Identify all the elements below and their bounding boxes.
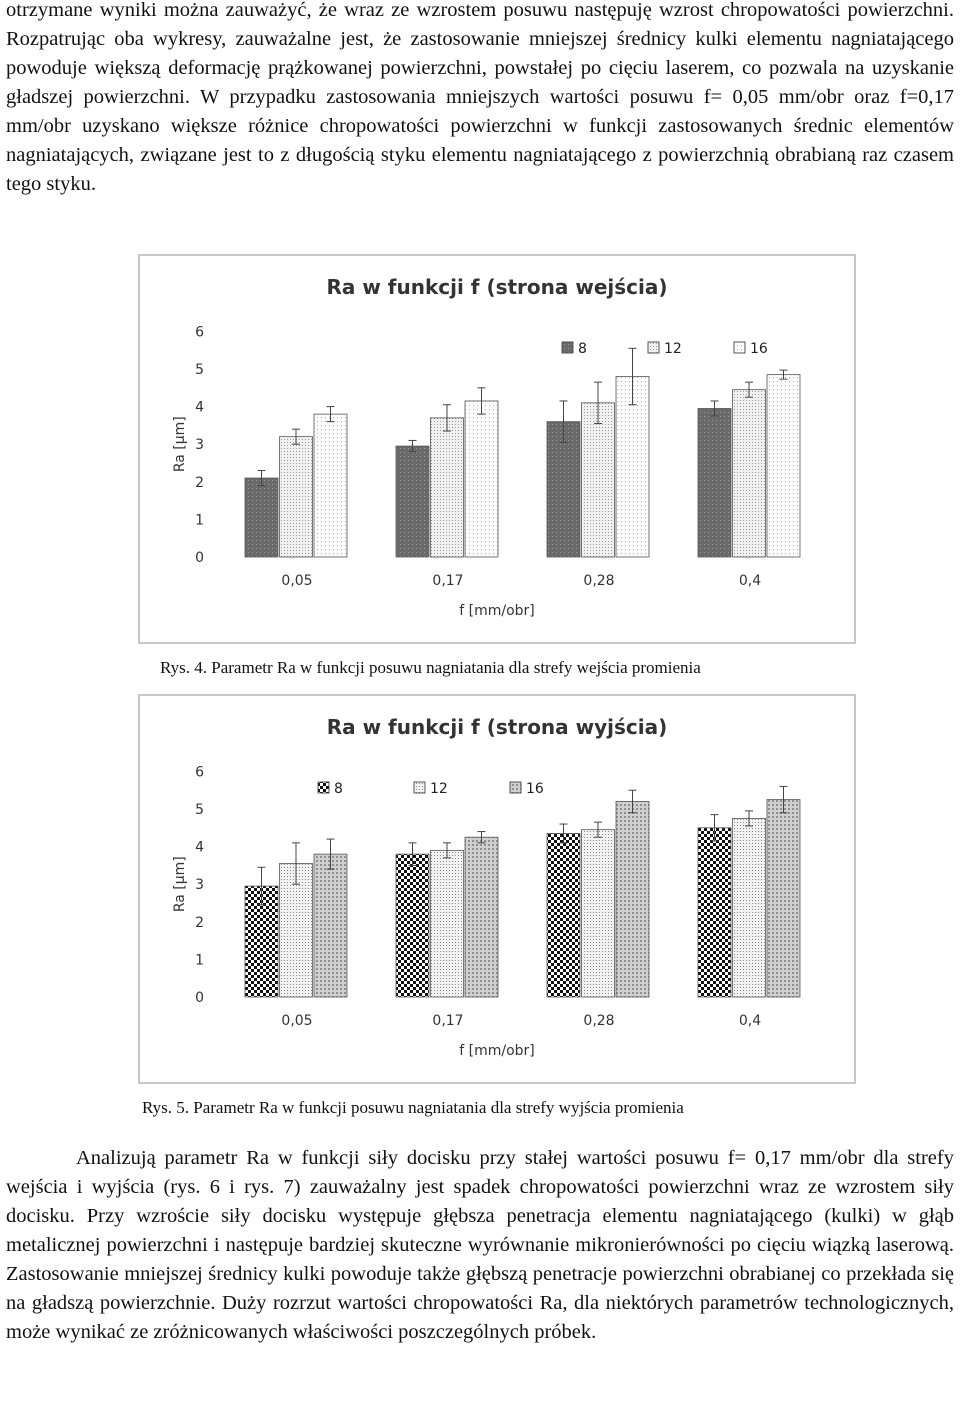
y-axis-label: Ra [µm] — [172, 416, 188, 472]
x-tick-label: 0,05 — [281, 1013, 312, 1029]
y-tick-label: 5 — [195, 362, 204, 378]
paragraph-bottom: Analizują parametr Ra w funkcji siły doc… — [6, 1147, 954, 1343]
y-tick-label: 6 — [195, 324, 204, 340]
bar-series-8 — [546, 833, 581, 998]
bar-series-12 — [279, 436, 313, 558]
legend-swatch-8 — [561, 341, 574, 354]
x-axis-label: f [mm/obr] — [459, 603, 535, 619]
legend-swatch-12 — [647, 341, 660, 354]
y-tick-label: 3 — [195, 437, 204, 453]
bar-series-12 — [581, 402, 615, 558]
legend-label: 16 — [750, 341, 768, 357]
bar-series-16 — [766, 374, 801, 558]
chart-title: Ra w funkcji f (strona wyjścia) — [327, 715, 668, 739]
figure-ra-exit-chart: Ra w funkcji f (strona wyjścia) 0 1 2 3 4 5 6 Ra… — [138, 694, 856, 1084]
y-tick-label: 0 — [195, 550, 204, 566]
x-tick-label: 0,4 — [739, 573, 761, 589]
x-tick-label: 0,28 — [583, 1013, 614, 1029]
bar-series-12 — [279, 863, 313, 998]
legend-label: 12 — [664, 341, 682, 357]
x-axis-label: f [mm/obr] — [459, 1043, 535, 1059]
legend-swatch-16 — [733, 341, 746, 354]
bar-series-16 — [615, 376, 650, 558]
y-tick-label: 0 — [195, 990, 204, 1006]
bar-series-12 — [581, 829, 615, 998]
bar-series-16 — [313, 853, 348, 998]
bar-series-16 — [766, 799, 801, 998]
bar-series-12 — [430, 849, 464, 998]
y-tick-label: 1 — [195, 952, 204, 968]
y-tick-label: 2 — [195, 475, 204, 491]
bar-series-16 — [464, 400, 499, 558]
bar-series-8 — [395, 853, 430, 998]
x-tick-label: 0,28 — [583, 573, 614, 589]
figure-caption-4: Rys. 4. Parametr Ra w funkcji posuwu nag… — [160, 658, 701, 677]
y-tick-label: 4 — [195, 840, 204, 856]
y-axis-label: Ra [µm] — [172, 856, 188, 912]
bar-series-16 — [313, 413, 348, 558]
x-tick-label: 0,05 — [281, 573, 312, 589]
legend-label: 16 — [526, 781, 544, 797]
x-tick-label: 0,17 — [432, 1013, 463, 1029]
chart-svg-entry: Ra w funkcji f (strona wejścia)0123456Ra… — [172, 275, 801, 619]
bar-series-12 — [732, 818, 766, 998]
y-tick-label: 4 — [195, 400, 204, 416]
legend-swatch-8 — [317, 781, 330, 794]
paragraph-top: otrzymane wyniki można zauważyć, że wraz… — [6, 0, 954, 195]
y-tick-label: 5 — [195, 802, 204, 818]
chart-title: Ra w funkcji f (strona wejścia) — [326, 275, 667, 299]
legend-swatch-16 — [509, 781, 522, 794]
bar-series-8 — [697, 827, 732, 998]
legend-label: 8 — [578, 341, 587, 357]
y-tick-label: 3 — [195, 877, 204, 893]
figure-ra-entry-chart: Ra w funkcji f (strona wejścia) 0 1 2 3 4 5 6 Ra… — [138, 254, 856, 644]
legend-swatch-12 — [413, 781, 426, 794]
y-tick-label: 2 — [195, 915, 204, 931]
y-tick-label: 6 — [195, 764, 204, 780]
bar-series-8 — [244, 477, 279, 558]
x-tick-label: 0,17 — [432, 573, 463, 589]
bar-series-16 — [464, 836, 499, 998]
legend-label: 12 — [430, 781, 448, 797]
figure-caption-5: Rys. 5. Parametr Ra w funkcji posuwu nag… — [142, 1098, 684, 1117]
bar-series-16 — [615, 801, 650, 998]
bar-series-12 — [430, 417, 464, 558]
y-tick-label: 1 — [195, 512, 204, 528]
bar-series-8 — [395, 445, 430, 558]
bar-series-8 — [697, 408, 732, 558]
x-tick-label: 0,4 — [739, 1013, 761, 1029]
bar-series-12 — [732, 389, 766, 558]
legend-label: 8 — [334, 781, 343, 797]
chart-svg-exit: Ra w funkcji f (strona wyjścia)0123456Ra… — [172, 715, 801, 1059]
